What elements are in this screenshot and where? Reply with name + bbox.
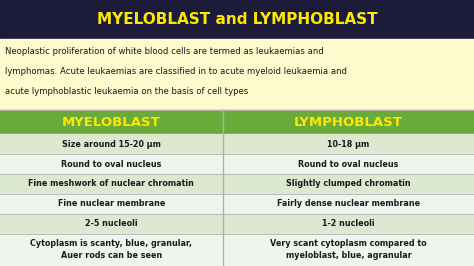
- Text: LYMPHOBLAST: LYMPHOBLAST: [294, 116, 403, 128]
- Text: Very scant cytoplasm compared to
myeloblast, blue, agranular: Very scant cytoplasm compared to myelobl…: [270, 239, 427, 260]
- Text: acute lymphoblastic leukaemia on the basis of cell types: acute lymphoblastic leukaemia on the bas…: [5, 86, 248, 95]
- Bar: [0, 234, 474, 266]
- Text: 10-18 μm: 10-18 μm: [327, 140, 370, 149]
- Bar: [0, 174, 474, 194]
- Text: Neoplastic proliferation of white blood cells are termed as leukaemias and: Neoplastic proliferation of white blood …: [5, 47, 323, 56]
- Text: MYELOBLAST and LYMPHOBLAST: MYELOBLAST and LYMPHOBLAST: [97, 12, 377, 27]
- Bar: [0, 194, 474, 214]
- Text: Cytoplasm is scanty, blue, granular,
Auer rods can be seen: Cytoplasm is scanty, blue, granular, Aue…: [30, 239, 192, 260]
- Text: 1-2 nucleoli: 1-2 nucleoli: [322, 219, 375, 228]
- Text: Fine nuclear membrane: Fine nuclear membrane: [58, 199, 165, 208]
- Text: 2-5 nucleoli: 2-5 nucleoli: [85, 219, 138, 228]
- Text: Size around 15-20 μm: Size around 15-20 μm: [62, 140, 161, 149]
- Bar: [0, 154, 474, 174]
- Bar: [0, 110, 474, 134]
- Text: Slightly clumped chromatin: Slightly clumped chromatin: [286, 180, 410, 189]
- Bar: [0, 39, 474, 110]
- Bar: [0, 0, 474, 39]
- Text: Fairly dense nuclear membrane: Fairly dense nuclear membrane: [277, 199, 420, 208]
- Bar: [0, 214, 474, 234]
- Text: lymphomas. Acute leukaemias are classified in to acute myeloid leukaemia and: lymphomas. Acute leukaemias are classifi…: [5, 67, 347, 76]
- Text: Round to oval nucleus: Round to oval nucleus: [61, 160, 162, 169]
- Text: Fine meshwork of nuclear chromatin: Fine meshwork of nuclear chromatin: [28, 180, 194, 189]
- Bar: [0, 134, 474, 154]
- Text: MYELOBLAST: MYELOBLAST: [62, 116, 161, 128]
- Text: Round to oval nucleus: Round to oval nucleus: [298, 160, 399, 169]
